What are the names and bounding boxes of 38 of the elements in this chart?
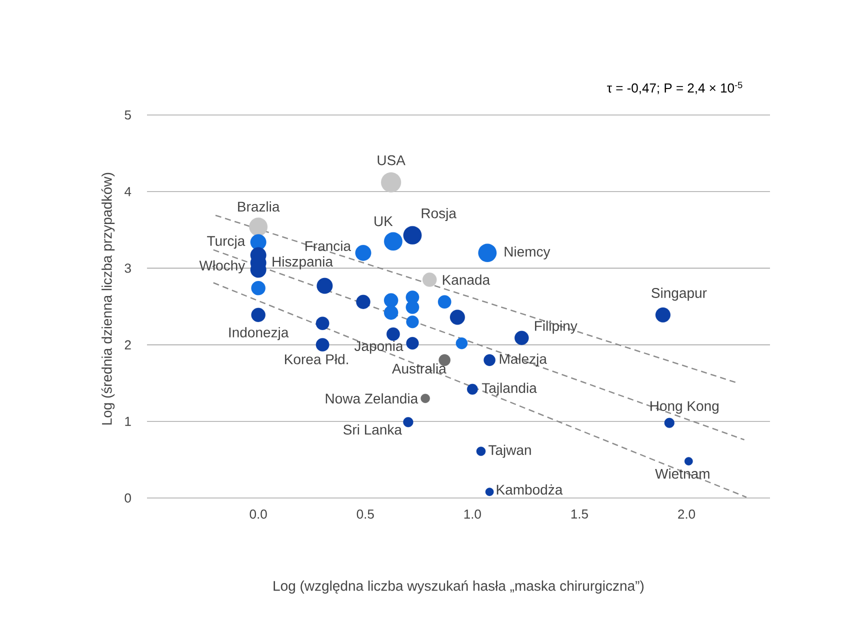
- annotation: Niemcy: [504, 246, 550, 260]
- y-tick-label: 0: [124, 493, 131, 503]
- x-axis-title: Log (względna liczba wyszukań hasła „maska chirurgiczna”): [274, 580, 644, 594]
- y-tick-label: 1: [125, 416, 131, 426]
- annotation: Australia: [392, 363, 446, 374]
- annotation: Francia: [305, 240, 352, 252]
- y-tick-label: 5: [124, 110, 131, 120]
- x-tick-label: 0.5: [356, 510, 374, 519]
- text: τ = -0,47; P = 2,4 × 10$^{-5}$: [607, 82, 742, 94]
- y-tick-label: 4: [124, 187, 132, 196]
- x-tick-label: 2.0: [678, 510, 696, 519]
- annotation: UK: [374, 216, 393, 226]
- annotation: Turcja: [207, 236, 246, 249]
- annotation: Brazlia: [238, 201, 280, 212]
- x-tick-label: 1.0: [464, 510, 481, 519]
- y-tick-label: 2: [124, 340, 131, 350]
- annotation: Japonia: [354, 340, 404, 354]
- annotation: Kanada: [442, 274, 490, 285]
- annotation: Włochy: [199, 260, 246, 274]
- x-tick-label: 1.5: [571, 510, 588, 519]
- x-tick-label: 0.0: [250, 510, 267, 519]
- annotation: Rosja: [422, 208, 456, 222]
- y-axis-title: Log (średnia dzienna liczba przypadków): [101, 172, 115, 425]
- y-tick-label: 3: [124, 264, 131, 273]
- annotation: USA: [378, 155, 406, 166]
- annotation: Filipiny: [535, 320, 578, 334]
- annotation: Wietnam: [655, 468, 710, 479]
- annotation: Indonezja: [229, 327, 289, 340]
- annotation: Tajwan: [488, 444, 531, 458]
- annotation: Hong Kong: [650, 401, 718, 414]
- annotation: Malezja: [500, 354, 547, 367]
- annotation: Tajlandia: [482, 382, 537, 396]
- annotation: Korea Płd.: [285, 354, 348, 364]
- annotation: Nowa Zelandia: [326, 393, 418, 404]
- annotation: Kambodża: [496, 484, 563, 495]
- annotation: Hiszpania: [272, 256, 333, 270]
- annotation: Singapur: [652, 288, 707, 301]
- annotation: Sri Lanka: [343, 424, 402, 435]
